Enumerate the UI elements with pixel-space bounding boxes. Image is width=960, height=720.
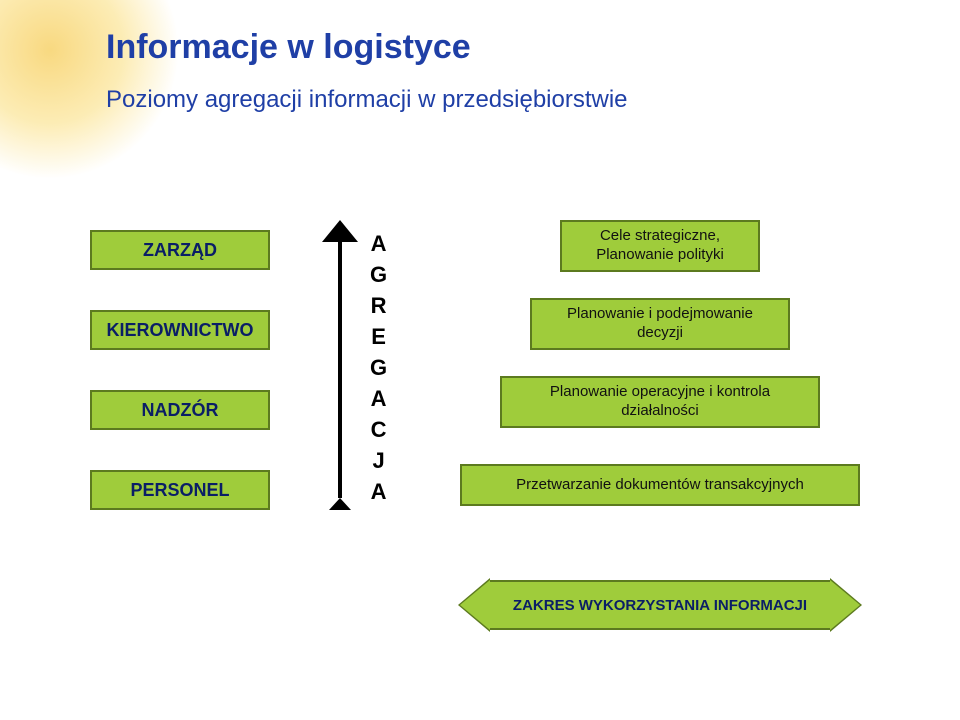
aggregation-letter: A — [371, 228, 387, 259]
aggregation-letter: G — [370, 352, 387, 383]
left-box-label: ZARZĄD — [143, 239, 217, 262]
scope-arrow-label: ZAKRES WYKORZYSTANIA INFORMACJI — [460, 580, 860, 630]
aggregation-arrow-tail-icon — [329, 498, 351, 510]
right-box-strategic: Cele strategiczne,Planowanie polityki — [560, 220, 760, 272]
left-box-personel: PERSONEL — [90, 470, 270, 510]
left-box-nadzor: NADZÓR — [90, 390, 270, 430]
aggregation-label: AGREGACJA — [370, 228, 387, 507]
aggregation-letter: A — [371, 383, 387, 414]
right-box-transactions: Przetwarzanie dokumentów transakcyjnych — [460, 464, 860, 506]
left-box-label: NADZÓR — [142, 399, 219, 422]
left-box-zarzad: ZARZĄD — [90, 230, 270, 270]
scope-arrow: ZAKRES WYKORZYSTANIA INFORMACJI — [460, 580, 860, 630]
page-title: Informacje w logistyce — [106, 28, 471, 67]
aggregation-letter: G — [370, 259, 387, 290]
aggregation-letter: J — [372, 445, 384, 476]
right-box-operational: Planowanie operacyjne i kontroladziałaln… — [500, 376, 820, 428]
right-box-label: Planowanie operacyjne i kontroladziałaln… — [550, 383, 770, 421]
slide: Informacje w logistyce Poziomy agregacji… — [0, 0, 960, 720]
left-box-kierownictwo: KIEROWNICTWO — [90, 310, 270, 350]
aggregation-letter: R — [371, 290, 387, 321]
aggregation-arrow-shaft — [338, 242, 342, 498]
right-box-label: Przetwarzanie dokumentów transakcyjnych — [516, 476, 804, 495]
left-box-label: KIEROWNICTWO — [107, 319, 254, 342]
right-box-label: Cele strategiczne,Planowanie polityki — [596, 227, 724, 265]
aggregation-arrow-head-icon — [322, 220, 358, 242]
page-subtitle: Poziomy agregacji informacji w przedsięb… — [106, 86, 628, 114]
left-box-label: PERSONEL — [130, 479, 229, 502]
aggregation-letter: E — [371, 321, 386, 352]
aggregation-letter: C — [371, 414, 387, 445]
right-box-planning: Planowanie i podejmowaniedecyzji — [530, 298, 790, 350]
aggregation-letter: A — [371, 476, 387, 507]
right-box-label: Planowanie i podejmowaniedecyzji — [567, 305, 753, 343]
